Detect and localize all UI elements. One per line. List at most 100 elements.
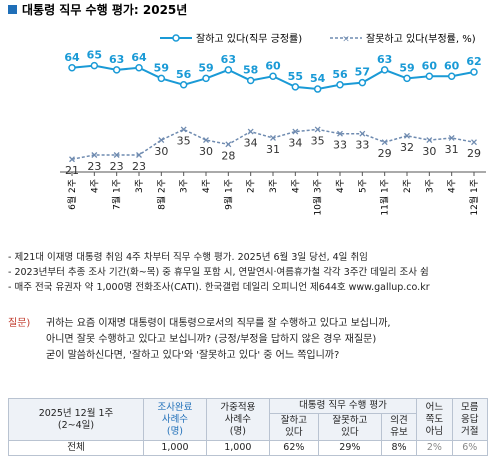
point	[203, 137, 209, 144]
point	[425, 72, 434, 81]
point	[180, 126, 187, 133]
point	[202, 74, 210, 83]
value-label: 59	[154, 61, 169, 74]
value-label: 33	[355, 139, 369, 152]
value-label: 32	[400, 141, 414, 154]
point	[113, 152, 120, 158]
x-tick-label: 3주	[424, 179, 435, 193]
legend-marker	[172, 34, 180, 42]
value-label: 57	[355, 66, 370, 79]
value-label: 64	[131, 51, 147, 64]
value-label: 60	[422, 59, 438, 72]
point	[135, 64, 143, 72]
value-label: 55	[288, 70, 303, 83]
point	[292, 128, 299, 135]
point	[380, 66, 389, 74]
x-tick-label: 2주	[246, 179, 257, 193]
point	[359, 130, 366, 137]
chart: 대통령 직무 수행 평가: 2025년 잘하고 있다(직무 긍정률) × 잘못하…	[8, 2, 486, 216]
x-tick-label: 10월 3주	[312, 179, 324, 216]
value-label: 34	[244, 137, 258, 150]
result-table: 2025년 12월 1주 (2~4일) 조사완료 사례수 (명) 가중적용 사례…	[8, 398, 489, 456]
value-label: 29	[378, 147, 392, 160]
x-tick-label: 5주	[357, 179, 368, 193]
x-tick-label: 4주	[447, 179, 458, 193]
x-tick-label: 3주	[134, 179, 145, 193]
x-tick-label: 3주	[268, 179, 279, 193]
table-cell: 6%	[451, 440, 489, 456]
value-label: 35	[177, 134, 191, 147]
table-header: 어느 쪽도 아님	[416, 398, 453, 441]
point	[179, 81, 188, 89]
table-subheader: 의견 유보	[380, 413, 418, 441]
x-tick-label: 6월 2주	[66, 179, 78, 210]
point	[426, 137, 433, 144]
value-label: 65	[87, 49, 102, 62]
point	[291, 83, 300, 91]
point	[471, 139, 477, 146]
table-header: 모름 응답 거절	[451, 398, 489, 441]
point	[157, 74, 166, 83]
question-line: 귀하는 요즘 이재명 대통령이 대통령으로서의 직무를 잘 수행하고 있다고 보…	[46, 318, 391, 329]
value-label: 30	[422, 145, 436, 158]
chart-title: 대통령 직무 수행 평가: 2025년	[22, 2, 187, 17]
table-cell: 1,000	[143, 440, 207, 456]
table-cell: 전체	[8, 440, 144, 456]
point	[69, 156, 75, 163]
value-label: 30	[154, 145, 168, 158]
value-label: 64	[64, 51, 80, 64]
x-tick-label: 4주	[201, 179, 212, 193]
value-label: 58	[243, 64, 258, 77]
point	[447, 72, 456, 81]
table-subheader: 잘못하고 있다	[317, 413, 382, 441]
table-subheader: 잘하고 있다	[268, 413, 319, 441]
note: - 매주 전국 유권자 약 1,000명 전화조사(CATI). 한국갤럽 데일…	[8, 282, 430, 293]
value-label: 56	[332, 68, 348, 81]
x-tick-label: 8월 2주	[155, 179, 167, 210]
value-label: 33	[333, 139, 347, 152]
value-label: 23	[87, 160, 101, 173]
value-label: 56	[176, 68, 192, 81]
table-cell: 29%	[317, 440, 382, 456]
point	[336, 81, 344, 89]
table-cell: 1,000	[205, 440, 270, 456]
point	[224, 66, 233, 74]
x-tick-label: 4주	[335, 179, 346, 193]
point	[269, 72, 277, 81]
legend-label: 잘하고 있다(직무 긍정률)	[196, 32, 302, 45]
question-text: 귀하는 요즘 이재명 대통령이 대통령으로서의 직무를 잘 수행하고 있다고 보…	[46, 316, 391, 364]
x-tick-label: 11월 1주	[379, 179, 391, 216]
value-label: 34	[288, 137, 302, 150]
value-label: 59	[198, 61, 213, 74]
value-label: 60	[265, 59, 281, 72]
x-tick-label: 4주	[290, 179, 301, 193]
table-cell: 62%	[268, 440, 319, 456]
point	[247, 128, 254, 135]
point	[313, 85, 322, 93]
x-tick-label: 3주	[179, 179, 190, 193]
value-label: 29	[467, 147, 481, 160]
value-label: 63	[377, 53, 392, 66]
value-label: 62	[466, 55, 481, 68]
value-label: 31	[445, 143, 459, 156]
title-icon	[8, 5, 17, 14]
point	[112, 66, 121, 74]
question-line: 굳이 말씀하신다면, '잘하고 있다'와 '잘못하고 있다' 중 어느 쪽입니까…	[46, 350, 340, 361]
point	[470, 68, 478, 76]
point	[136, 152, 142, 158]
note: - 2023년부터 추종 조사 기간(화~목) 중 휴무일 포함 시, 연말연시…	[8, 267, 429, 278]
question-line: 아니면 잘못 수행하고 있다고 보십니까? (긍정/부정을 답하지 않은 경우 …	[46, 334, 377, 345]
legend-label: 잘못하고 있다(부정률, %)	[366, 32, 476, 45]
table-header: 조사완료 사례수 (명)	[143, 398, 207, 441]
table-cell: 8%	[380, 440, 418, 456]
value-label: 28	[221, 149, 235, 162]
note: - 제21대 이재명 대통령 취임 4주 차부터 직무 수행 평가. 2025년…	[8, 252, 368, 263]
table-header: 대통령 직무 수행 평가	[268, 398, 418, 414]
value-label: 23	[132, 160, 146, 173]
value-label: 30	[199, 145, 213, 158]
point	[337, 130, 343, 137]
table-cell: 2%	[416, 440, 453, 456]
point	[448, 135, 455, 141]
point	[404, 132, 410, 139]
